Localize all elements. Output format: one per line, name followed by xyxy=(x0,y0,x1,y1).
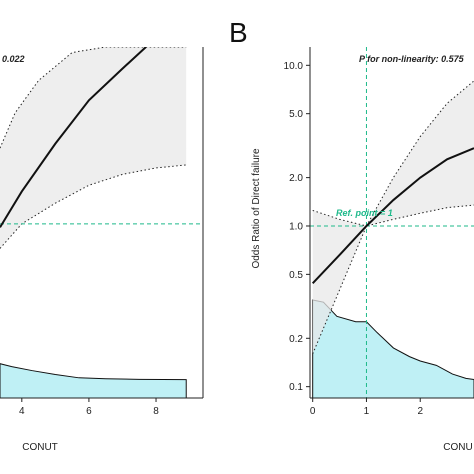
y-tick-label: 10.0 xyxy=(284,61,304,72)
y-tick-label: 0.1 xyxy=(289,382,303,393)
y-tick-label: 5.0 xyxy=(289,109,303,120)
ci-lower-line xyxy=(312,204,474,355)
density-area xyxy=(0,363,187,398)
ci-band xyxy=(312,80,474,354)
panel-a: 4 6 8 CONUT 0.022 xyxy=(0,47,204,453)
y-tick-label: 0.5 xyxy=(289,270,303,281)
x-tick-label: 1 xyxy=(364,406,370,417)
x-tick-label: 0 xyxy=(310,406,316,417)
reference-point-label: Ref. point = 1 xyxy=(336,208,393,218)
density-area xyxy=(312,299,474,398)
x-tick-label: 8 xyxy=(153,406,159,417)
odds-ratio-curve xyxy=(311,147,474,284)
y-tick-label: 0.2 xyxy=(289,334,303,345)
x-tick-label: 6 xyxy=(86,406,92,417)
ci-upper-line xyxy=(312,80,474,227)
x-tick-label: 2 xyxy=(417,406,423,417)
p-value-annotation: 0.022 xyxy=(2,54,25,64)
y-axis-title: Odds Ratio of Direct failure xyxy=(251,148,262,268)
p-value-annotation: P for non-linearity: 0.575 xyxy=(359,54,465,64)
odds-ratio-curve xyxy=(0,47,147,228)
plot-area xyxy=(310,47,474,398)
ci-upper-line xyxy=(0,47,187,149)
ci-band xyxy=(0,47,187,249)
plot-area xyxy=(0,47,203,398)
y-tick-label: 1.0 xyxy=(289,221,303,232)
x-tick-label: 4 xyxy=(19,406,25,417)
panel-b: 0.1 0.2 0.5 1.0 2.0 5.0 10.0 Odds Ratio of Dire… xyxy=(229,17,474,453)
x-axis-title: CONUT xyxy=(22,442,58,453)
panel-letter: B xyxy=(229,17,248,48)
x-axis-title: CONU xyxy=(443,442,472,453)
y-tick-label: 2.0 xyxy=(289,173,303,184)
